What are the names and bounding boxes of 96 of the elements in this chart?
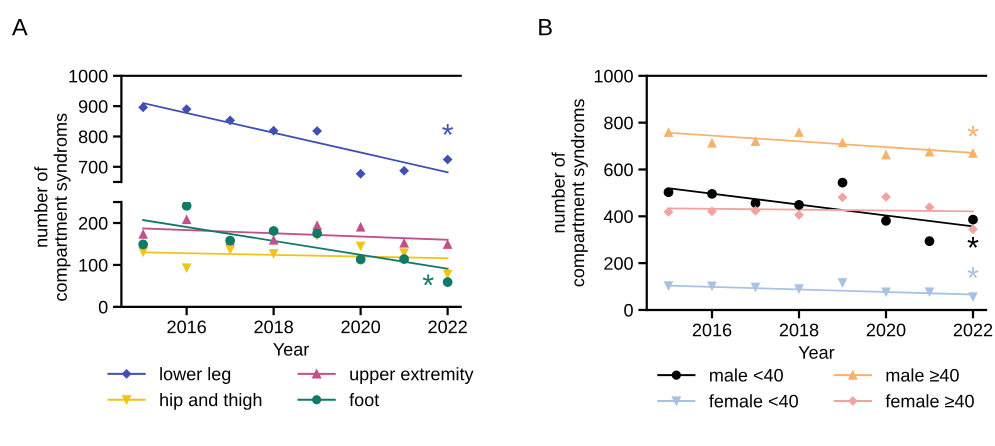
point [968, 224, 978, 234]
point [442, 277, 452, 287]
point [924, 146, 934, 157]
point [182, 214, 192, 224]
point [356, 242, 366, 252]
point [356, 222, 366, 232]
chart-title: A [12, 18, 28, 36]
data-label: * [442, 124, 454, 135]
legend-label: male <40 [710, 368, 783, 382]
point [968, 292, 978, 302]
point [794, 284, 804, 294]
point [750, 282, 760, 292]
legend-label: hip and thigh [160, 392, 262, 410]
legend-label: foot [349, 392, 380, 406]
x-tick-label: 2020 [866, 324, 906, 336]
x-tick-label: 2016 [167, 320, 206, 334]
point [968, 148, 978, 158]
point [225, 244, 235, 255]
point [924, 236, 934, 246]
point [750, 198, 760, 208]
y-tick-label: 200 [78, 216, 108, 230]
x-axis-title: Year [798, 346, 834, 359]
chart-title: B [539, 18, 552, 36]
point [182, 202, 192, 211]
data-label: * [968, 126, 978, 137]
point [268, 226, 278, 236]
point [312, 126, 322, 136]
x-axis-title: Year [273, 343, 309, 356]
point [356, 254, 366, 264]
y-tick-label: 200 [604, 257, 633, 270]
point [707, 188, 717, 199]
legend-label: male ≥40 [886, 368, 959, 382]
point [794, 210, 804, 220]
point [707, 206, 717, 216]
point [838, 178, 848, 188]
point [881, 150, 891, 160]
point [182, 263, 192, 274]
y-tick-label: 0 [624, 304, 633, 317]
x-tick-label: 2018 [780, 324, 818, 336]
point [924, 287, 934, 298]
point [664, 127, 674, 137]
x-tick-label: 2016 [692, 324, 732, 336]
legend-label: female ≥40 [886, 394, 974, 408]
point [399, 238, 409, 248]
x-tick-label: 2020 [341, 320, 380, 334]
point [138, 102, 148, 112]
y-axis-title: number of compartment syndroms [552, 99, 588, 286]
data-label: * [968, 267, 978, 278]
data-label: * [968, 237, 978, 248]
point [664, 281, 674, 291]
point [138, 240, 148, 250]
point [924, 202, 934, 212]
point [356, 168, 366, 179]
x-tick-label: 2022 [954, 324, 992, 336]
point [881, 288, 891, 298]
point [442, 239, 452, 249]
point [838, 192, 848, 202]
point [268, 126, 279, 136]
point [838, 137, 848, 148]
x-tick-label: 2018 [254, 320, 293, 334]
point [138, 229, 148, 239]
y-tick-label: 900 [78, 100, 108, 113]
legend-label: female <40 [709, 394, 798, 408]
point [794, 200, 804, 210]
point [268, 249, 278, 259]
point [881, 192, 891, 202]
point [750, 206, 760, 216]
y-tick-label: 1000 [69, 70, 108, 83]
point [968, 214, 978, 224]
point [750, 136, 760, 146]
point [794, 127, 804, 137]
y-tick-label: 800 [78, 130, 108, 144]
legend-label: lower leg [160, 367, 230, 384]
point [182, 104, 192, 114]
point [664, 187, 674, 198]
y-axis-title: number of compartment syndroms [34, 114, 70, 301]
point [838, 278, 848, 288]
y-tick-label: 700 [79, 160, 108, 174]
y-tick-label: 100 [79, 258, 108, 272]
point [664, 206, 674, 217]
data-label: * [422, 274, 434, 286]
point [707, 281, 717, 292]
y-tick-label: 1000 [594, 70, 633, 83]
y-tick-label: 400 [604, 210, 633, 224]
y-tick-label: 0 [98, 300, 108, 314]
point [707, 138, 717, 148]
x-tick-label: 2022 [428, 320, 467, 334]
point [399, 166, 410, 176]
point [268, 234, 278, 245]
y-tick-label: 800 [604, 116, 633, 130]
legend-label: upper extremity [350, 367, 474, 384]
point [881, 216, 891, 226]
point [399, 254, 409, 264]
point [225, 115, 236, 126]
point [442, 154, 453, 164]
y-tick-label: 600 [604, 163, 633, 176]
